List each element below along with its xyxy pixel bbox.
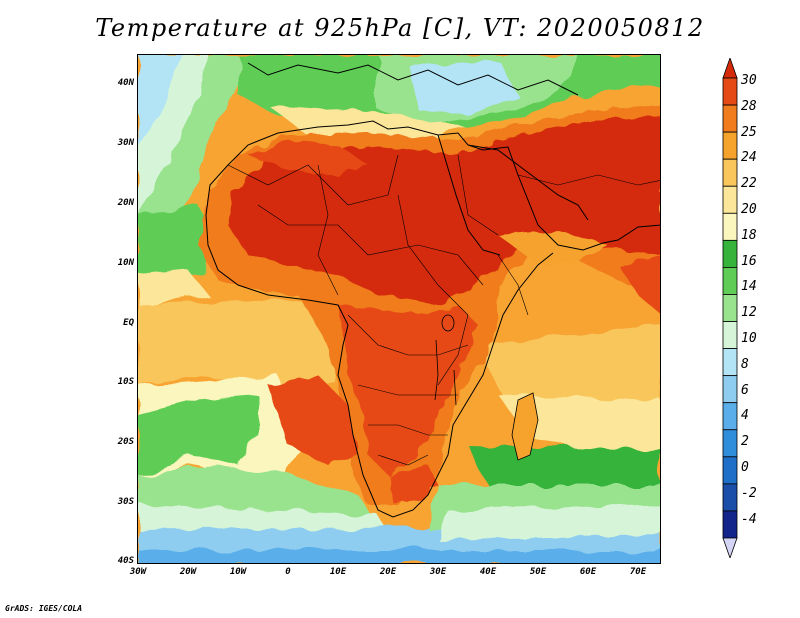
- colorbar-label: 2: [741, 434, 749, 449]
- colorbar-label: 24: [741, 150, 757, 165]
- colorbar-label: 28: [741, 99, 757, 114]
- lon-tick-label: 70E: [629, 567, 647, 577]
- colorbar-label: 10: [741, 331, 757, 346]
- colorbar-label: 12: [741, 305, 757, 320]
- lat-tick-label: 40S: [117, 556, 134, 566]
- colorbar-label: -4: [741, 512, 757, 527]
- lon-tick-label: 40E: [479, 567, 497, 577]
- colorbar-box: [722, 294, 738, 322]
- temperature-map: [137, 54, 661, 564]
- colorbar: [722, 58, 738, 558]
- colorbar-box: [722, 239, 738, 268]
- colorbar-label: 20: [741, 202, 757, 217]
- colorbar-box: [722, 267, 738, 295]
- colorbar-box: [722, 158, 738, 187]
- colorbar-label: 0: [741, 460, 749, 475]
- lon-tick-label: 20E: [379, 567, 397, 577]
- colorbar-box: [722, 131, 738, 160]
- lon-tick-label: 50E: [529, 567, 547, 577]
- lon-tick-label: 30W: [129, 567, 147, 577]
- colorbar-box: [722, 348, 738, 377]
- lat-tick-label: 10S: [117, 377, 134, 387]
- lat-tick-label: 20N: [117, 198, 134, 208]
- lat-tick-label: 30N: [117, 138, 134, 148]
- colorbar-label: -2: [741, 486, 757, 501]
- lat-tick-label: 30S: [117, 497, 134, 507]
- colorbar-box: [722, 483, 738, 512]
- colorbar-box: [722, 212, 738, 241]
- lon-tick-label: 10E: [329, 567, 347, 577]
- colorbar-box: [722, 321, 738, 349]
- lon-tick-label: 30E: [429, 567, 447, 577]
- colorbar-label: 25: [741, 125, 757, 140]
- map-title: Temperature at 925hPa [C], VT: 202005081…: [95, 14, 705, 42]
- colorbar-box: [722, 104, 738, 133]
- colorbar-label: 4: [741, 408, 749, 423]
- colorbar-box: [722, 429, 738, 458]
- colorbar-label: 18: [741, 228, 757, 243]
- colorbar-label: 6: [741, 383, 749, 398]
- colorbar-box: [722, 58, 738, 79]
- footer-credit: GrADS: IGES/COLA: [5, 604, 83, 613]
- lon-tick-label: 10W: [229, 567, 247, 577]
- temperature-field: [138, 55, 660, 563]
- lon-tick-label: 20W: [179, 567, 197, 577]
- lon-tick-label: 0: [285, 567, 291, 577]
- colorbar-box: [722, 537, 738, 558]
- lat-tick-label: EQ: [123, 318, 134, 328]
- colorbar-label: 8: [741, 357, 749, 372]
- colorbar-box: [722, 185, 738, 214]
- colorbar-box: [722, 77, 738, 106]
- colorbar-box: [722, 402, 738, 431]
- lat-tick-label: 10N: [117, 258, 134, 268]
- lon-tick-label: 60E: [579, 567, 597, 577]
- colorbar-label: 22: [741, 176, 757, 191]
- lat-tick-label: 40N: [117, 78, 134, 88]
- colorbar-box: [722, 375, 738, 404]
- lat-tick-label: 20S: [117, 437, 134, 447]
- colorbar-label: 14: [741, 279, 757, 294]
- colorbar-label: 30: [741, 73, 757, 88]
- colorbar-box: [722, 456, 738, 485]
- colorbar-label: 16: [741, 254, 757, 269]
- colorbar-box: [722, 510, 738, 539]
